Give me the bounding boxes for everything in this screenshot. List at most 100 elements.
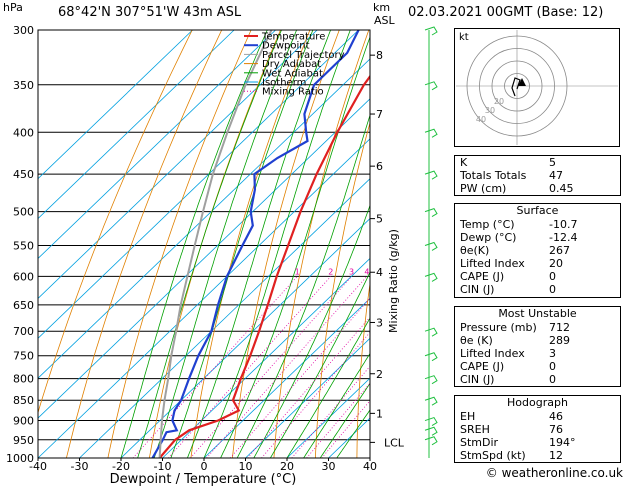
surface-title: Surface <box>516 204 559 217</box>
index-key: PW (cm) <box>460 182 507 196</box>
wind-barb <box>424 327 438 337</box>
wind-barb <box>424 81 438 91</box>
surface-key: CAPE (J) <box>460 270 505 284</box>
hodograph-title: Hodograph <box>507 396 568 409</box>
pressure-tick-label: 600 <box>13 270 34 283</box>
surface-table: Surface Temp (°C) -10.7 Dewp (°C) -12.4 θe(K… <box>454 203 621 298</box>
wet-adiabat <box>220 35 370 458</box>
wind-barb <box>424 272 438 282</box>
most-unstable-key: Lifted Index <box>460 347 525 361</box>
hodograph-ring-label: 20 <box>494 97 504 106</box>
mixing-ratio-line <box>132 276 298 458</box>
wet-adiabat <box>170 30 314 458</box>
index-value: 0.45 <box>549 182 574 196</box>
dry-adiabat <box>620 30 629 458</box>
wet-adiabat <box>236 113 370 458</box>
temperature-tick-label: 30 <box>322 460 336 473</box>
dry-adiabat <box>107 30 252 458</box>
wet-adiabat <box>336 409 370 458</box>
legend-entry: Isotherm <box>262 78 306 89</box>
hodograph-value: 12 <box>549 449 563 463</box>
wind-barb <box>424 436 438 446</box>
wind-barb <box>424 426 438 436</box>
pressure-tick-label: 700 <box>13 325 34 338</box>
hodograph-trace <box>511 77 521 97</box>
pressure-tick-label: 950 <box>13 434 34 447</box>
index-key: Totals Totals <box>460 169 527 183</box>
wet-adiabat <box>270 271 370 458</box>
mixing-ratio-line <box>190 276 352 458</box>
isotherm <box>38 30 235 220</box>
surface-row: CIN (J) 0 <box>455 283 620 296</box>
mixing-ratio-label: 1 <box>295 267 300 276</box>
hodograph-value: 46 <box>549 410 563 423</box>
km-tick-label: 4 <box>376 266 383 279</box>
most-unstable-value: 712 <box>549 321 570 334</box>
surface-value: -10.7 <box>549 218 578 231</box>
km-tick-label: 5 <box>376 213 383 226</box>
surface-row: Dewp (°C) -12.4 <box>455 231 620 244</box>
asl-label: ASL <box>374 14 395 27</box>
isotherm <box>38 58 370 379</box>
surface-value: -12.4 <box>549 231 578 245</box>
km-tick-label: LCL <box>384 436 405 449</box>
dry-adiabat <box>190 30 311 458</box>
pressure-tick-label: 850 <box>13 394 34 407</box>
mixing-ratio-label: 3 <box>349 267 354 276</box>
temperature-tick-label: -20 <box>112 460 130 473</box>
wet-adiabat <box>203 30 351 458</box>
surface-row: θe(K) 267 <box>455 244 620 257</box>
hodograph-ring-label: 40 <box>476 115 486 124</box>
copyright: © weatheronline.co.uk <box>485 466 623 480</box>
pressure-tick-label: 350 <box>13 79 34 92</box>
pressure-tick-label: 650 <box>13 299 34 312</box>
surface-value: 267 <box>549 244 570 258</box>
dry-adiabat <box>315 121 370 458</box>
legend-entry: Parcel Trajectory <box>262 50 345 61</box>
hodograph-row: StmSpd (kt) 12 <box>455 449 620 462</box>
hodograph-ring-label: 30 <box>485 106 495 115</box>
isotherm <box>38 30 318 299</box>
mixing-ratio-line <box>306 382 370 458</box>
most-unstable-key: CIN (J) <box>460 373 495 387</box>
surface-key: θe(K) <box>460 244 490 258</box>
pressure-tick-label: 500 <box>13 206 34 219</box>
hodograph-key: StmDir <box>460 436 499 450</box>
dry-adiabat <box>38 30 193 414</box>
hodograph-key: SREH <box>460 423 490 437</box>
index-row: Totals Totals 47 <box>455 169 620 182</box>
legend-entry: Dry Adiabat <box>262 59 321 70</box>
index-value: 47 <box>549 169 563 183</box>
hodograph-value: 76 <box>549 423 563 437</box>
most-unstable-value: 289 <box>549 334 570 348</box>
pressure-tick-label: 300 <box>13 24 34 37</box>
most-unstable-row: Pressure (mb) 712 <box>455 321 620 334</box>
isotherm <box>203 297 370 458</box>
pressure-tick-label: 900 <box>13 415 34 428</box>
most-unstable-row: CIN (J) 0 <box>455 373 620 386</box>
location-title: 68°42'N 307°51'W 43m ASL <box>58 5 242 20</box>
most-unstable-row: CAPE (J) 0 <box>455 360 620 373</box>
isotherm <box>38 30 276 260</box>
surface-key: CIN (J) <box>460 283 495 297</box>
km-label: km <box>373 1 391 14</box>
wind-barb <box>424 416 438 426</box>
isotherm <box>79 178 370 458</box>
series-temperature <box>158 74 370 458</box>
wind-barb <box>424 241 438 251</box>
isotherm <box>38 30 193 180</box>
surface-key: Dewp (°C) <box>460 231 517 245</box>
wet-adiabat <box>303 352 370 458</box>
mixing-ratio-line <box>229 297 370 458</box>
wind-barb <box>424 396 438 406</box>
km-tick-label: 6 <box>376 160 383 173</box>
surface-value: 20 <box>549 257 563 271</box>
wind-barb <box>424 170 438 180</box>
dry-adiabat <box>356 281 370 458</box>
wind-barb <box>424 207 438 218</box>
wet-adiabat <box>253 204 370 458</box>
wind-barb <box>424 128 438 138</box>
hodograph-row: EH 46 <box>455 410 620 423</box>
